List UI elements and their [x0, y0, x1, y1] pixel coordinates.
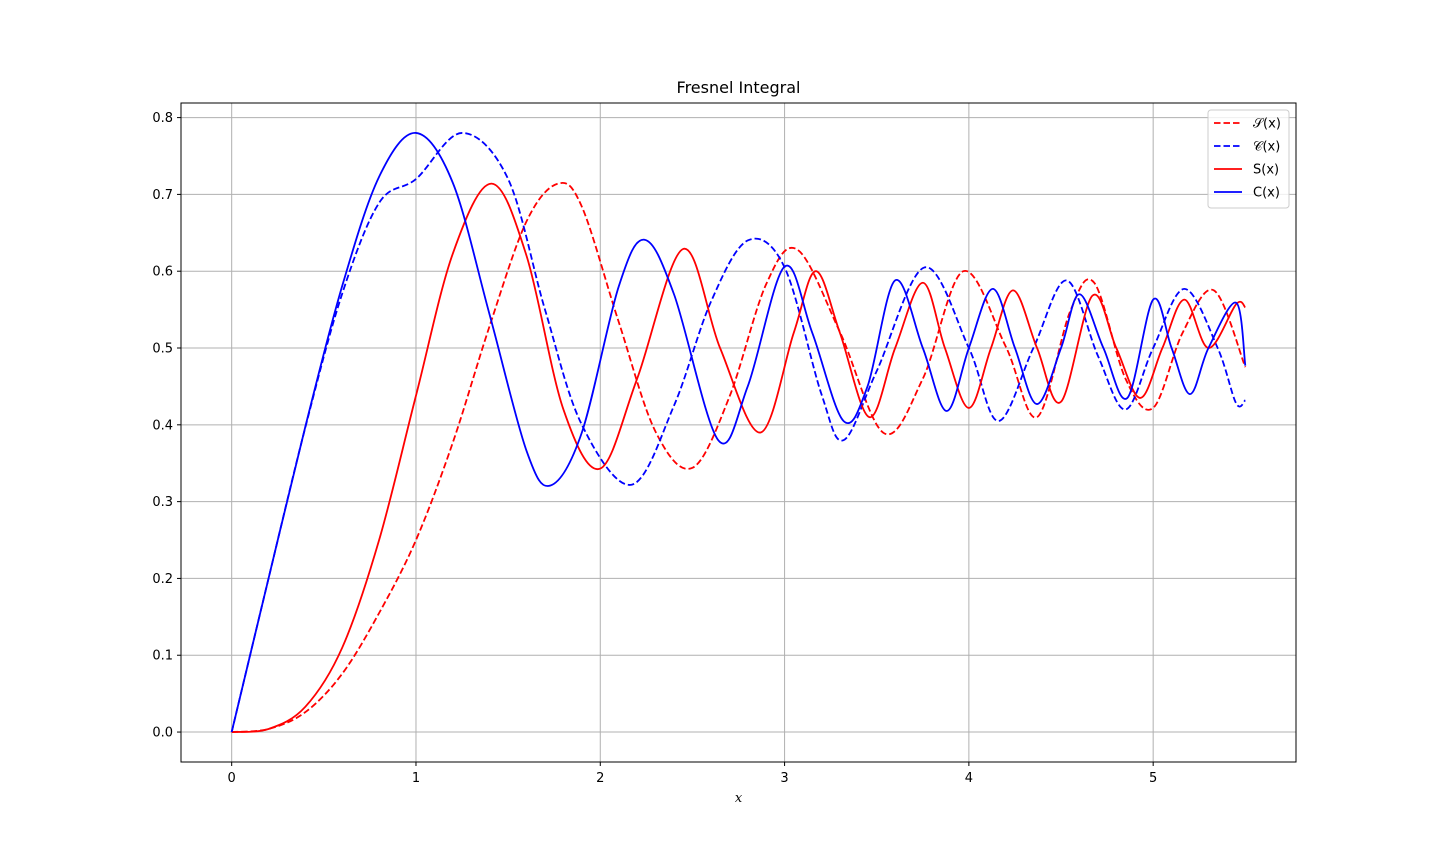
x-tick-label: 3 [780, 771, 788, 786]
x-tick-label: 0 [228, 771, 236, 786]
x-tick-label: 1 [412, 771, 420, 786]
plot-area-frame [180, 102, 1297, 763]
y-tick-label: 0.4 [152, 418, 173, 433]
legend-label: S(x) [1253, 163, 1279, 178]
y-tick-label: 0.1 [152, 649, 173, 664]
y-tick-label: 0.5 [152, 342, 173, 357]
series-line-3 [231, 182, 1246, 733]
legend-label: C(x) [1253, 186, 1280, 201]
y-tick-label: 0.6 [152, 265, 173, 280]
y-tick-label: 0.7 [152, 188, 173, 203]
legend: 𝒮(x) 𝒞(x) S(x) C(x) [1207, 109, 1290, 209]
y-tick-label: 0.2 [152, 572, 173, 587]
series-line-4 [230, 132, 1247, 733]
axis-ticks: 0 1 2 3 4 5 0.0 0.1 0.2 0.3 0.4 0.5 0.6 0.7 0.8 [152, 111, 1157, 786]
legend-label: 𝒮(x) [1253, 117, 1281, 132]
y-tick-label: 0.3 [152, 495, 173, 510]
legend-label: 𝒞(x) [1253, 140, 1280, 155]
x-tick-label: 2 [596, 771, 604, 786]
series-lines [230, 132, 1247, 733]
y-tick-label: 0.0 [152, 726, 173, 741]
x-axis-label: x [735, 791, 743, 806]
chart-title: Fresnel Integral [677, 78, 801, 97]
x-tick-label: 4 [965, 771, 973, 786]
y-tick-label: 0.8 [152, 111, 173, 126]
x-tick-label: 5 [1149, 771, 1157, 786]
legend-box [1207, 109, 1290, 209]
series-line-1 [231, 182, 1247, 733]
